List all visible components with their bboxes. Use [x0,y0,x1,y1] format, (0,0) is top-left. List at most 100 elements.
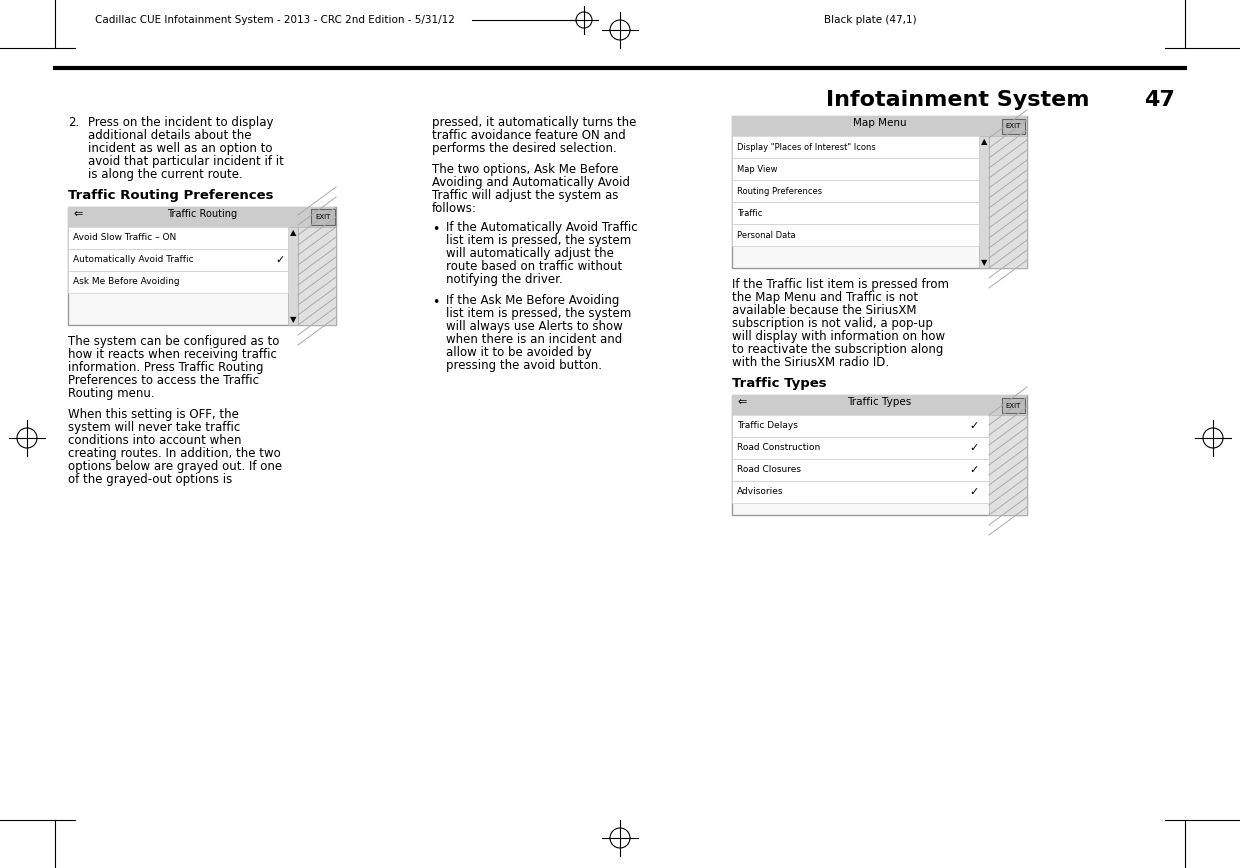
Text: system will never take traffic: system will never take traffic [68,421,241,434]
Text: Black plate (47,1): Black plate (47,1) [823,15,916,25]
Bar [732,481,990,503]
Text: available because the SiriusXM: available because the SiriusXM [732,304,916,317]
Text: incident as well as an option to: incident as well as an option to [88,142,273,155]
Text: pressed, it automatically turns the: pressed, it automatically turns the [432,116,636,129]
Bar [288,227,298,325]
Text: Avoiding and Automatically Avoid: Avoiding and Automatically Avoid [432,176,630,189]
Text: list item is pressed, the system: list item is pressed, the system [446,307,631,320]
Bar [298,227,336,325]
Text: If the Ask Me Before Avoiding: If the Ask Me Before Avoiding [446,294,619,307]
Text: notifying the driver.: notifying the driver. [446,273,563,286]
Text: Press on the incident to display: Press on the incident to display [88,116,274,129]
Text: information. Press Traffic Routing: information. Press Traffic Routing [68,361,263,374]
Bar [732,459,990,481]
Text: 2.: 2. [68,116,79,129]
Bar [732,136,980,158]
Text: ⇐: ⇐ [73,209,82,219]
Text: ▲: ▲ [981,137,987,146]
Text: When this setting is OFF, the: When this setting is OFF, the [68,408,239,421]
Text: the Map Menu and Traffic is not: the Map Menu and Traffic is not [732,291,918,304]
Text: Road Construction: Road Construction [737,444,820,452]
Text: EXIT: EXIT [315,214,331,220]
Text: EXIT: EXIT [1006,403,1022,409]
Bar [68,207,336,227]
Bar [68,207,336,325]
Bar [732,415,990,437]
Text: route based on traffic without: route based on traffic without [446,260,622,273]
Bar [732,158,980,180]
Text: how it reacts when receiving traffic: how it reacts when receiving traffic [68,348,277,361]
Bar [990,415,1027,515]
Text: Display "Places of Interest" Icons: Display "Places of Interest" Icons [737,142,875,152]
Text: Infotainment System: Infotainment System [827,90,1090,110]
Text: ▼: ▼ [981,258,987,267]
Text: creating routes. In addition, the two: creating routes. In addition, the two [68,447,280,460]
Bar [311,209,335,225]
Text: ▲: ▲ [290,228,296,237]
Text: ✓: ✓ [970,443,978,453]
Bar [732,224,980,246]
Text: conditions into account when: conditions into account when [68,434,242,447]
Text: If the Automatically Avoid Traffic: If the Automatically Avoid Traffic [446,221,637,234]
Bar [732,437,990,459]
Text: Traffic Routing Preferences: Traffic Routing Preferences [68,189,274,202]
Text: is along the current route.: is along the current route. [88,168,243,181]
Text: avoid that particular incident if it: avoid that particular incident if it [88,155,284,168]
Text: traffic avoidance feature ON and: traffic avoidance feature ON and [432,129,626,142]
Bar [732,180,980,202]
Text: Traffic will adjust the system as: Traffic will adjust the system as [432,189,619,202]
Text: Ask Me Before Avoiding: Ask Me Before Avoiding [73,278,180,286]
Text: Preferences to access the Traffic: Preferences to access the Traffic [68,374,259,387]
Text: Traffic Types: Traffic Types [732,377,827,390]
Bar [1002,119,1025,134]
Text: will automatically adjust the: will automatically adjust the [446,247,614,260]
Bar [732,202,980,224]
Bar [732,116,1027,136]
Text: allow it to be avoided by: allow it to be avoided by [446,346,591,359]
Text: ▼: ▼ [290,315,296,324]
Text: Automatically Avoid Traffic: Automatically Avoid Traffic [73,255,193,265]
Text: of the grayed-out options is: of the grayed-out options is [68,473,232,486]
Text: Advisories: Advisories [737,488,784,496]
Text: Map Menu: Map Menu [853,118,906,128]
Bar [990,136,1027,268]
Text: The system can be configured as to: The system can be configured as to [68,335,279,348]
Bar [68,271,288,293]
Text: Map View: Map View [737,165,777,174]
Text: Road Closures: Road Closures [737,465,801,475]
Text: Traffic Types: Traffic Types [847,397,911,407]
Text: Routing Preferences: Routing Preferences [737,187,822,195]
Text: Avoid Slow Traffic – ON: Avoid Slow Traffic – ON [73,233,176,242]
Text: 47: 47 [1145,90,1176,110]
Text: will always use Alerts to show: will always use Alerts to show [446,320,622,333]
Bar [1002,398,1025,413]
Bar [732,116,1027,268]
Text: •: • [432,296,439,309]
Text: Personal Data: Personal Data [737,231,796,240]
Text: Routing menu.: Routing menu. [68,387,155,400]
Text: ✓: ✓ [970,465,978,475]
Text: ✓: ✓ [275,255,285,265]
Text: options below are grayed out. If one: options below are grayed out. If one [68,460,283,473]
Text: Traffic Delays: Traffic Delays [737,422,797,431]
Text: when there is an incident and: when there is an incident and [446,333,622,346]
Text: follows:: follows: [432,202,477,215]
Text: subscription is not valid, a pop-up: subscription is not valid, a pop-up [732,317,932,330]
Text: will display with information on how: will display with information on how [732,330,945,343]
Text: additional details about the: additional details about the [88,129,252,142]
Text: Traffic Routing: Traffic Routing [167,209,237,219]
Bar [68,249,288,271]
Bar [732,395,1027,515]
Text: ✓: ✓ [970,487,978,497]
Text: with the SiriusXM radio ID.: with the SiriusXM radio ID. [732,356,889,369]
Bar [980,136,990,268]
Text: performs the desired selection.: performs the desired selection. [432,142,616,155]
Text: pressing the avoid button.: pressing the avoid button. [446,359,601,372]
Text: EXIT: EXIT [1006,123,1022,129]
Text: The two options, Ask Me Before: The two options, Ask Me Before [432,163,619,176]
Text: to reactivate the subscription along: to reactivate the subscription along [732,343,944,356]
Text: ✓: ✓ [970,421,978,431]
Text: Traffic: Traffic [737,208,763,218]
Text: •: • [432,223,439,236]
Bar [732,395,1027,415]
